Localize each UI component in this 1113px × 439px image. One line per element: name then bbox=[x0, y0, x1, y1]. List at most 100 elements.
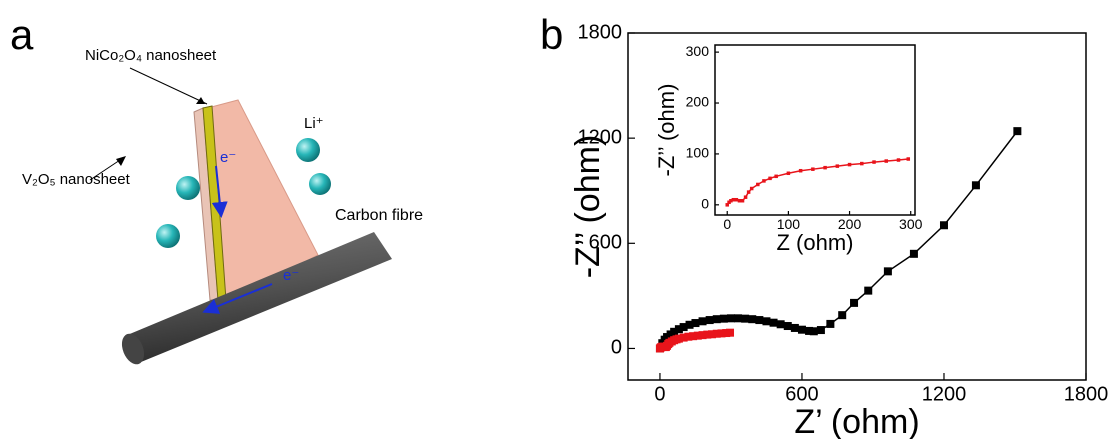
data-point bbox=[826, 319, 835, 328]
data-point bbox=[741, 314, 750, 323]
data-point bbox=[748, 315, 757, 324]
x-tick-label: 0 bbox=[654, 383, 665, 405]
data-point bbox=[717, 329, 726, 338]
data-point bbox=[762, 179, 766, 183]
data-point bbox=[798, 168, 803, 173]
data-point bbox=[698, 317, 707, 326]
data-point bbox=[674, 334, 683, 343]
data-point bbox=[971, 181, 980, 190]
x-tick-label: 600 bbox=[785, 383, 818, 405]
data-point bbox=[734, 314, 743, 323]
data-point bbox=[726, 328, 735, 337]
plot-frame bbox=[627, 32, 1087, 381]
data-point bbox=[797, 325, 806, 334]
data-point bbox=[939, 221, 948, 230]
fibre-end bbox=[121, 333, 145, 365]
data-point bbox=[685, 320, 694, 329]
data-point bbox=[762, 317, 771, 326]
data-point bbox=[811, 167, 815, 171]
x-tick-label: 200 bbox=[838, 216, 862, 232]
x-axis-label: Z (ohm) bbox=[777, 230, 854, 255]
data-point bbox=[729, 198, 733, 203]
li-ion bbox=[309, 173, 331, 195]
y-tick-label: 0 bbox=[611, 337, 622, 359]
y-tick-label: 0 bbox=[701, 196, 709, 212]
data-point bbox=[684, 332, 693, 341]
y-tick-label: 1200 bbox=[578, 126, 623, 148]
data-point bbox=[850, 298, 859, 307]
data-point bbox=[909, 249, 918, 258]
data-point bbox=[727, 200, 731, 205]
data-point bbox=[740, 198, 745, 203]
data-point bbox=[693, 331, 702, 340]
data-point bbox=[679, 323, 688, 332]
data-point bbox=[705, 316, 714, 325]
panel-label: a bbox=[10, 11, 34, 58]
data-point bbox=[809, 327, 818, 336]
label: V₂O₅ nanosheet bbox=[22, 171, 131, 188]
data-point bbox=[674, 325, 683, 334]
x-tick-label: 1800 bbox=[1064, 383, 1109, 405]
data-point bbox=[776, 320, 785, 329]
y-tick-label: 100 bbox=[686, 145, 710, 161]
data-point bbox=[884, 159, 889, 163]
data-point bbox=[703, 330, 712, 339]
data-point bbox=[708, 330, 717, 339]
data-point bbox=[847, 162, 852, 167]
diagram: a NiCo₂O₄ nanosheet V₂O₅ nanosheet Li⁺ e… bbox=[10, 11, 423, 365]
pointer bbox=[129, 67, 208, 105]
label: Carbon fibre bbox=[335, 207, 423, 224]
data-point bbox=[872, 160, 876, 164]
data-point bbox=[906, 157, 911, 161]
data-point bbox=[712, 315, 721, 324]
label: e⁻ bbox=[220, 149, 236, 166]
data-point bbox=[883, 267, 892, 276]
data-point bbox=[749, 186, 754, 191]
li-ion bbox=[156, 224, 180, 248]
data-point bbox=[838, 311, 847, 320]
y-tick-label: 200 bbox=[686, 94, 710, 110]
data-point bbox=[731, 197, 736, 202]
y-axis-label: -Z’’ (ohm) bbox=[654, 84, 679, 177]
y-tick-label: 1800 bbox=[578, 21, 623, 43]
pointer-head bbox=[196, 97, 205, 104]
data-point bbox=[691, 319, 700, 328]
data-point bbox=[755, 316, 764, 325]
x-tick-label: 300 bbox=[899, 216, 923, 232]
data-point bbox=[725, 203, 729, 207]
x-axis-label: Z’ (ohm) bbox=[794, 403, 919, 439]
data-point bbox=[756, 182, 760, 187]
data-point bbox=[670, 327, 679, 336]
electron-arrow bbox=[202, 283, 273, 314]
x-tick-label: 1200 bbox=[922, 383, 967, 405]
panel-label: b bbox=[540, 11, 563, 58]
y-tick-label: 600 bbox=[589, 232, 622, 254]
data-point bbox=[734, 197, 739, 202]
data-point bbox=[679, 333, 688, 342]
electron-arrow bbox=[211, 165, 228, 218]
carbon-fibre bbox=[125, 232, 392, 362]
data-point bbox=[864, 286, 873, 295]
y-tick-label: 300 bbox=[686, 43, 710, 59]
label: NiCo₂O₄ nanosheet bbox=[85, 47, 217, 64]
y-axis-label: -Z’’ (ohm) bbox=[569, 135, 607, 279]
label: e⁻ bbox=[283, 267, 299, 284]
data-point bbox=[805, 326, 814, 335]
li-ion bbox=[176, 176, 200, 200]
data-point bbox=[786, 171, 791, 176]
data-point bbox=[823, 165, 827, 170]
data-point bbox=[835, 164, 840, 168]
x-tick-label: 100 bbox=[777, 216, 801, 232]
data-point bbox=[712, 329, 721, 338]
data-point bbox=[726, 314, 735, 323]
data-point bbox=[896, 158, 901, 162]
data-point bbox=[1013, 127, 1022, 136]
pointer bbox=[89, 159, 121, 181]
data-point bbox=[698, 331, 707, 340]
li-ion bbox=[296, 138, 320, 162]
data-point bbox=[774, 174, 778, 179]
inset-background bbox=[715, 45, 915, 215]
plot-frame bbox=[714, 44, 916, 216]
